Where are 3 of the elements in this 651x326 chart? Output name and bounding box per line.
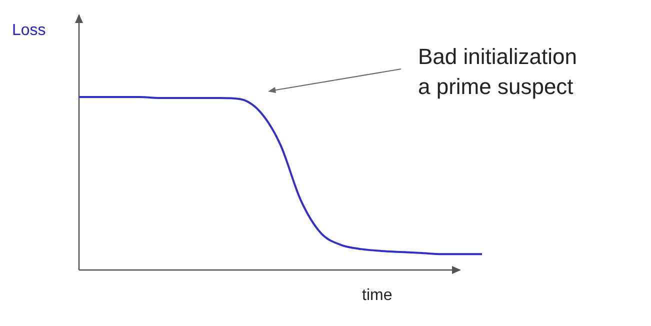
x-axis-title: time <box>362 287 392 305</box>
y-axis-title: Loss <box>12 22 46 40</box>
annotation: Bad initialization a prime suspect <box>418 43 577 101</box>
